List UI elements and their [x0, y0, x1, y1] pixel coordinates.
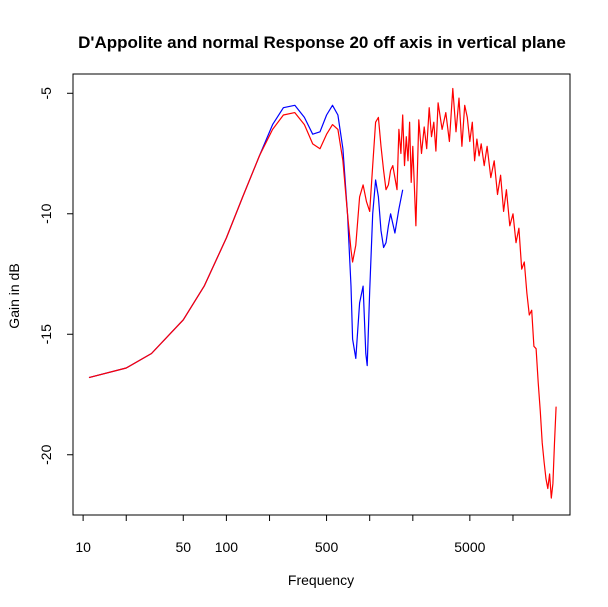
x-tick-label: 50 [175, 539, 191, 555]
x-tick-label: 5000 [454, 539, 485, 555]
x-tick-label: 10 [75, 539, 91, 555]
y-axis-label: Gain in dB [6, 263, 22, 328]
y-tick-label: -5 [38, 87, 54, 100]
y-tick-label: -20 [38, 444, 54, 464]
y-tick-label: -15 [38, 324, 54, 344]
series-layer [88, 87, 557, 499]
plot-area-frame [72, 73, 571, 516]
chart-title: D'Appolite and normal Response 20 off ax… [78, 33, 566, 52]
y-tick-label: -10 [38, 203, 54, 223]
x-tick-label: 500 [315, 539, 339, 555]
y-axis: -20 -15 -10 -5 [38, 87, 73, 465]
x-axis: 10 50 100 500 5000 [75, 515, 514, 555]
x-axis-label: Frequency [288, 572, 354, 588]
series-line-2 [88, 87, 557, 499]
x-tick-label: 100 [215, 539, 239, 555]
